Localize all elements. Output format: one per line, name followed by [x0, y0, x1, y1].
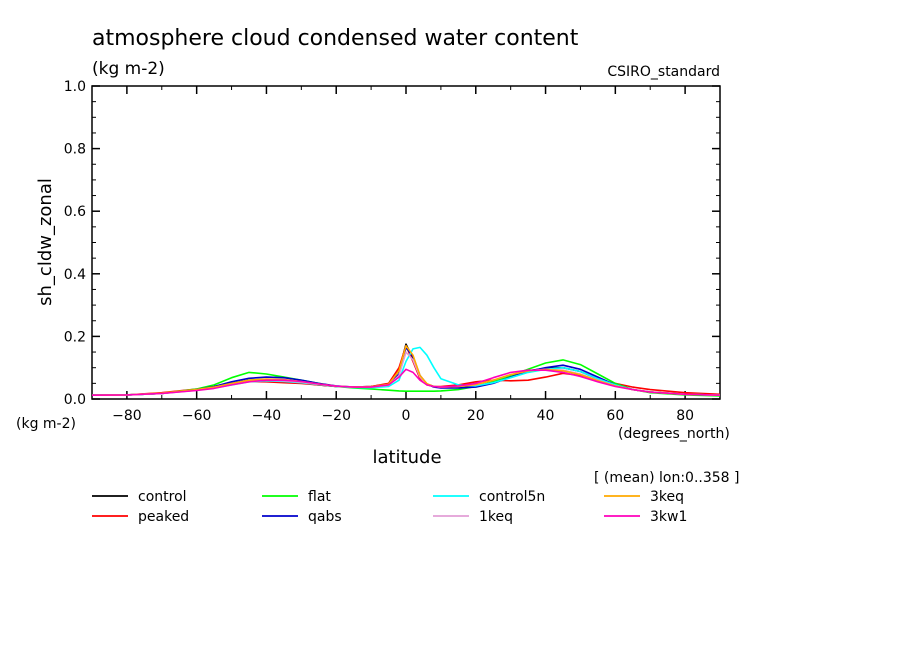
x-tick-label: −60: [182, 408, 212, 424]
series-line-flat: [91, 359, 721, 397]
x-tick-label: −20: [321, 408, 351, 424]
legend-label-3kw1: 3kw1: [650, 509, 687, 525]
chart-units: (kg m-2): [92, 59, 165, 79]
y-tick-label: 0.4: [64, 267, 86, 283]
x-tick-label: 40: [537, 408, 555, 424]
y-axis-units: (kg m-2): [16, 416, 76, 432]
series-line-3kw1: [91, 368, 721, 396]
series-line-3keq: [91, 344, 721, 396]
y-axis: 0.0 0.2 0.4 0.6 0.8 1.0: [64, 79, 720, 408]
legend: control flat control5n 3keq peaked qabs 1keq 3k…: [92, 489, 687, 525]
x-tick-label: −40: [252, 408, 282, 424]
legend-label-peaked: peaked: [138, 509, 189, 525]
x-axis: −80 −60 −40 −20 0 20 40 60 80: [112, 86, 694, 424]
y-tick-label: 0.8: [64, 142, 86, 158]
legend-label-qabs: qabs: [308, 509, 342, 525]
chart-title: atmosphere cloud condensed water content: [92, 26, 579, 51]
x-axis-units: (degrees_north): [618, 426, 730, 442]
series-lines: [91, 343, 721, 397]
legend-label-flat: flat: [308, 489, 331, 505]
y-tick-label: 1.0: [64, 79, 86, 95]
x-tick-label: 60: [606, 408, 624, 424]
legend-label-3keq: 3keq: [650, 489, 684, 505]
source-label: CSIRO_standard: [607, 64, 720, 80]
x-tick-label: −80: [112, 408, 142, 424]
y-axis-label: sh_cldw_zonal: [35, 178, 56, 306]
x-axis-label: latitude: [372, 447, 441, 468]
y-tick-label: 0.2: [64, 329, 86, 345]
legend-label-control: control: [138, 489, 187, 505]
y-tick-label: 0.0: [64, 392, 86, 408]
x-tick-label: 20: [467, 408, 485, 424]
legend-label-1keq: 1keq: [479, 509, 513, 525]
x-tick-label: 0: [402, 408, 411, 424]
footnote: [ (mean) lon:0..358 ]: [594, 470, 739, 486]
legend-label-control5n: control5n: [479, 489, 545, 505]
y-tick-label: 0.6: [64, 204, 86, 220]
x-tick-label: 80: [676, 408, 694, 424]
